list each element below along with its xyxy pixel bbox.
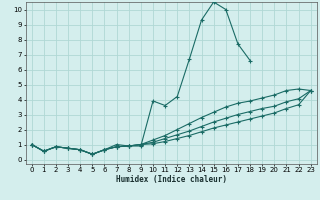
X-axis label: Humidex (Indice chaleur): Humidex (Indice chaleur) <box>116 175 227 184</box>
